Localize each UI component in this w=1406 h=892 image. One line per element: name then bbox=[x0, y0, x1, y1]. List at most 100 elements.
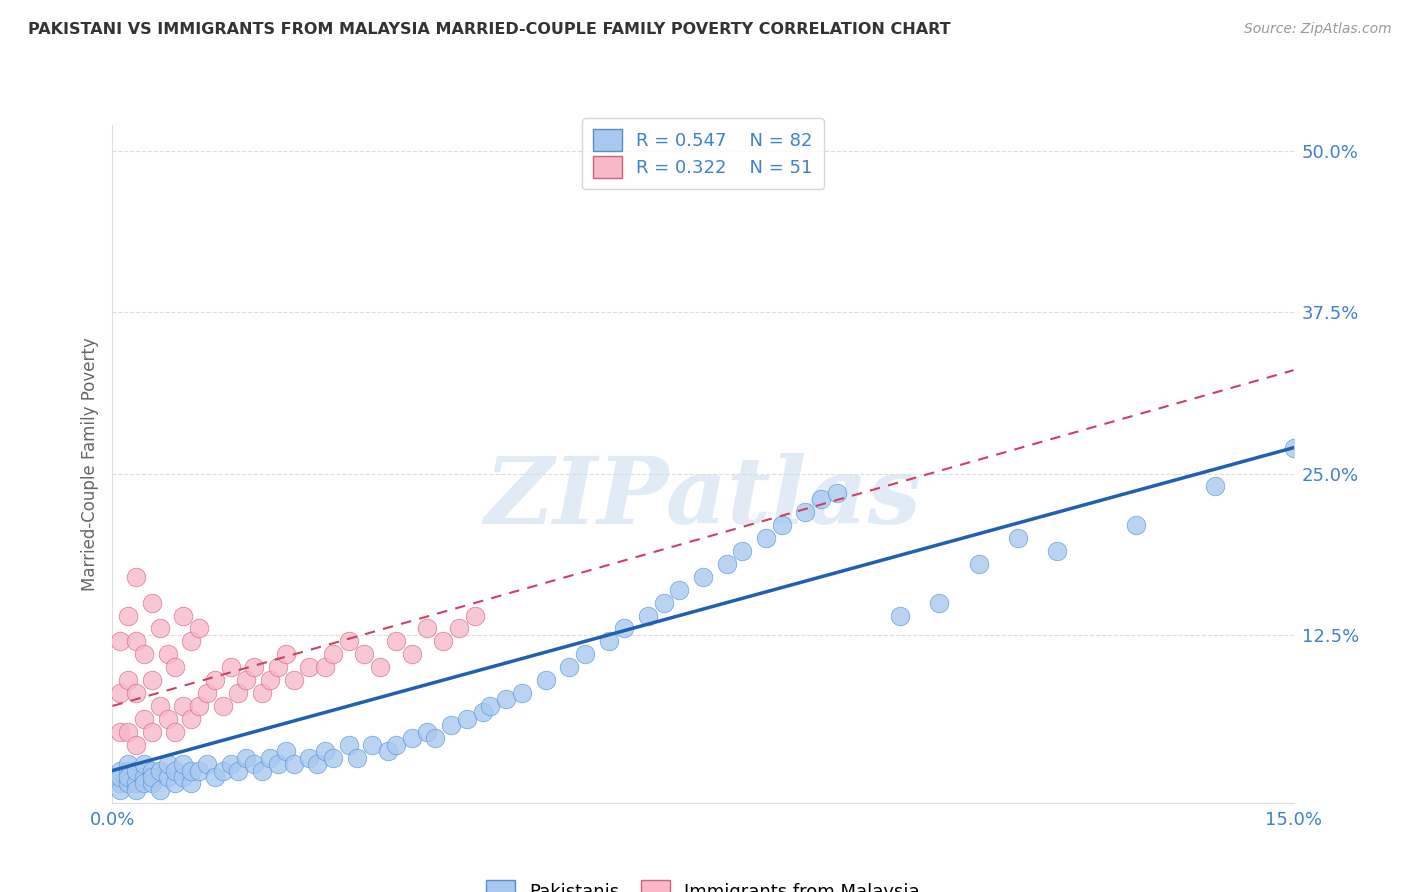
Point bbox=[188, 764, 211, 778]
Point bbox=[110, 686, 132, 700]
Point bbox=[1007, 531, 1029, 545]
Point bbox=[204, 770, 226, 784]
Point bbox=[165, 764, 187, 778]
Point bbox=[243, 660, 266, 674]
Point bbox=[228, 686, 250, 700]
Point bbox=[283, 673, 305, 687]
Point bbox=[613, 622, 636, 636]
Point bbox=[416, 724, 439, 739]
Point bbox=[598, 634, 620, 648]
Point bbox=[235, 750, 257, 764]
Point bbox=[337, 634, 360, 648]
Point bbox=[731, 544, 754, 558]
Point bbox=[172, 698, 194, 713]
Point bbox=[810, 492, 832, 507]
Point bbox=[353, 648, 375, 662]
Point bbox=[716, 557, 738, 571]
Point bbox=[755, 531, 778, 545]
Point bbox=[385, 634, 408, 648]
Point bbox=[495, 692, 517, 706]
Point bbox=[125, 634, 148, 648]
Point bbox=[368, 660, 391, 674]
Point bbox=[274, 648, 297, 662]
Point bbox=[141, 596, 163, 610]
Point bbox=[149, 698, 172, 713]
Point bbox=[165, 776, 187, 790]
Point bbox=[125, 738, 148, 752]
Point bbox=[259, 673, 281, 687]
Point bbox=[195, 757, 218, 772]
Point bbox=[156, 712, 179, 726]
Point bbox=[195, 686, 218, 700]
Point bbox=[132, 712, 155, 726]
Point bbox=[228, 764, 250, 778]
Point bbox=[156, 648, 179, 662]
Point bbox=[401, 731, 423, 746]
Point bbox=[1204, 479, 1226, 493]
Point bbox=[558, 660, 581, 674]
Point bbox=[132, 757, 155, 772]
Point bbox=[165, 724, 187, 739]
Point bbox=[322, 750, 344, 764]
Point bbox=[401, 648, 423, 662]
Point bbox=[125, 764, 148, 778]
Point bbox=[141, 673, 163, 687]
Point bbox=[889, 608, 911, 623]
Point bbox=[267, 757, 290, 772]
Point bbox=[172, 757, 194, 772]
Point bbox=[432, 634, 454, 648]
Point bbox=[117, 776, 139, 790]
Point bbox=[928, 596, 950, 610]
Point bbox=[425, 731, 447, 746]
Point bbox=[188, 698, 211, 713]
Point bbox=[172, 770, 194, 784]
Point bbox=[117, 724, 139, 739]
Point bbox=[125, 776, 148, 790]
Point bbox=[141, 770, 163, 784]
Point bbox=[117, 673, 139, 687]
Point bbox=[110, 783, 132, 797]
Point bbox=[652, 596, 675, 610]
Point bbox=[574, 648, 596, 662]
Point bbox=[298, 750, 321, 764]
Point bbox=[141, 764, 163, 778]
Point bbox=[156, 770, 179, 784]
Point bbox=[668, 582, 690, 597]
Point bbox=[274, 744, 297, 758]
Point bbox=[377, 744, 399, 758]
Point bbox=[132, 648, 155, 662]
Point bbox=[180, 776, 202, 790]
Point bbox=[125, 686, 148, 700]
Point bbox=[117, 770, 139, 784]
Point bbox=[314, 660, 336, 674]
Point bbox=[967, 557, 990, 571]
Point bbox=[149, 764, 172, 778]
Point bbox=[219, 757, 242, 772]
Point bbox=[211, 698, 233, 713]
Text: Source: ZipAtlas.com: Source: ZipAtlas.com bbox=[1244, 22, 1392, 37]
Point bbox=[243, 757, 266, 772]
Point bbox=[283, 757, 305, 772]
Point bbox=[117, 608, 139, 623]
Point bbox=[132, 776, 155, 790]
Point bbox=[188, 622, 211, 636]
Point bbox=[110, 724, 132, 739]
Point bbox=[1125, 518, 1147, 533]
Point bbox=[110, 776, 132, 790]
Point bbox=[337, 738, 360, 752]
Point bbox=[794, 505, 817, 519]
Legend: Pakistanis, Immigrants from Malaysia: Pakistanis, Immigrants from Malaysia bbox=[478, 873, 928, 892]
Point bbox=[180, 764, 202, 778]
Y-axis label: Married-Couple Family Poverty: Married-Couple Family Poverty bbox=[80, 337, 98, 591]
Point bbox=[204, 673, 226, 687]
Point bbox=[149, 622, 172, 636]
Point bbox=[1282, 441, 1305, 455]
Point bbox=[250, 764, 273, 778]
Point bbox=[110, 764, 132, 778]
Point bbox=[471, 706, 494, 720]
Point bbox=[141, 724, 163, 739]
Point bbox=[322, 648, 344, 662]
Point bbox=[110, 634, 132, 648]
Point bbox=[1046, 544, 1069, 558]
Point bbox=[479, 698, 502, 713]
